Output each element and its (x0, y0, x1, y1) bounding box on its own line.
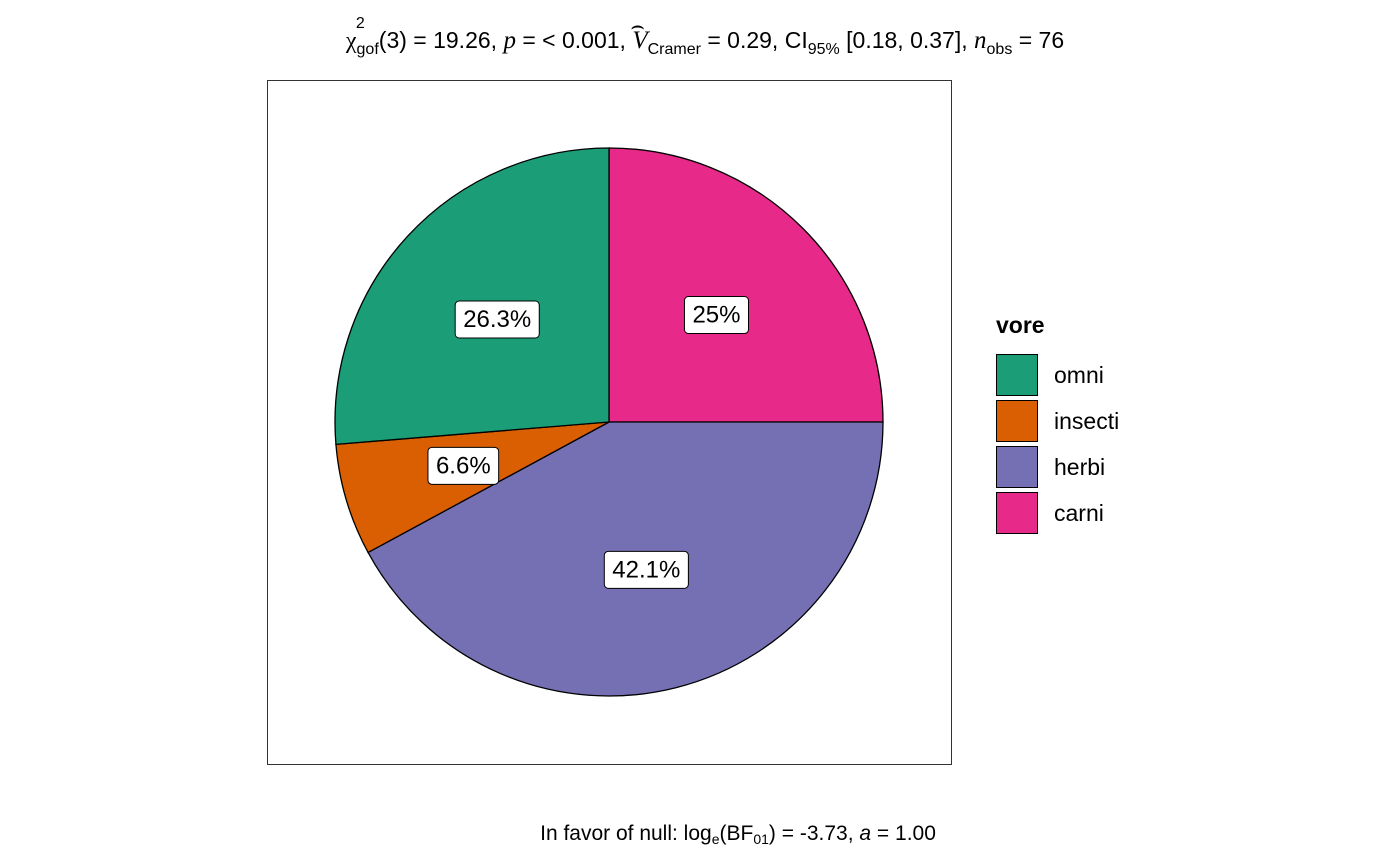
chart-caption: In favor of null: loge(BF01) = -3.73, a … (0, 822, 1400, 847)
chi-square-symbol: χ 2 gof (345, 15, 379, 58)
legend-title: vore (996, 312, 1045, 338)
slice-label-insecti: 6.6% (427, 446, 500, 485)
cramer-v-symbol: ⌢ V (630, 13, 648, 54)
legend-key-herbi (996, 446, 1038, 488)
n-symbol: n (974, 27, 987, 54)
slice-label-herbi: 42.1% (603, 550, 689, 589)
n-value: = 76 (1012, 27, 1065, 53)
chi-square-value: (3) = 19.26, (378, 27, 504, 53)
legend-label-omni: omni (1054, 361, 1104, 388)
caption-prefix: In favor of null: log (540, 822, 712, 845)
legend-item-insecti: insecti (996, 398, 1119, 444)
plot-panel: 25% 42.1% 6.6% 26.3% (267, 80, 952, 765)
legend-key-insecti (996, 400, 1038, 442)
caption-a-symbol: a (859, 822, 872, 845)
ci-subscript: 95% (807, 41, 840, 58)
caption-bf-subscript: 01 (753, 831, 769, 847)
legend-item-carni: carni (996, 490, 1119, 536)
p-symbol: p (503, 27, 516, 54)
caption-bf: (BF (719, 822, 754, 845)
caption-bf-value: ) = -3.73, (768, 822, 860, 845)
legend: vore omni insecti herbi carni (996, 312, 1119, 536)
pie-slice-insecti (335, 421, 610, 554)
legend-key-carni (996, 492, 1038, 534)
legend-item-omni: omni (996, 352, 1119, 398)
slice-label-omni: 26.3% (454, 300, 540, 339)
pie-slice-carni (608, 147, 884, 423)
slice-label-carni: 25% (683, 296, 750, 335)
legend-label-herbi: herbi (1054, 453, 1106, 480)
svg-text:25%: 25% (692, 302, 740, 329)
cramer-v-value: = 0.29, CI (700, 27, 808, 53)
legend-label-carni: carni (1054, 499, 1104, 526)
caption-log-subscript: e (711, 831, 720, 847)
legend-item-herbi: herbi (996, 444, 1119, 490)
svg-text:42.1%: 42.1% (612, 556, 680, 583)
svg-text:6.6%: 6.6% (436, 452, 491, 479)
pie-chart: 25% 42.1% 6.6% 26.3% (334, 147, 884, 697)
ci-value: [0.18, 0.37], (839, 27, 975, 53)
legend-key-omni (996, 354, 1038, 396)
n-subscript: obs (986, 41, 1013, 58)
cramer-v-subscript: Cramer (647, 41, 701, 58)
pie-slice-omni (334, 147, 610, 446)
p-value: = < 0.001, (515, 27, 633, 53)
svg-text:26.3%: 26.3% (463, 306, 531, 333)
chart-subtitle: χ 2 gof(3) = 19.26, p = < 0.001, ⌢ VCramer … (0, 13, 1400, 70)
caption-a-value: = 1.00 (871, 822, 936, 845)
legend-label-insecti: insecti (1054, 407, 1120, 434)
